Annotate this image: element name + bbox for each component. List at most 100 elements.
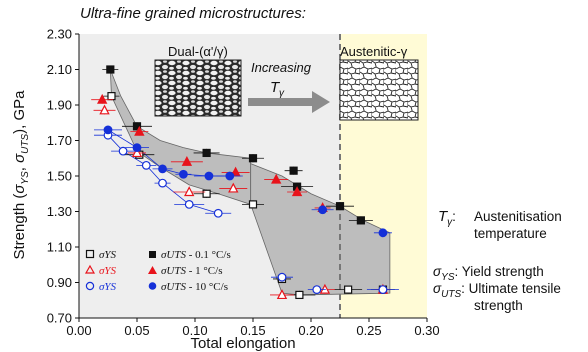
data-point-square-open — [334, 285, 363, 294]
x-tick-label: 0.20 — [298, 323, 323, 338]
data-point-circle-open — [154, 178, 171, 188]
data-point-circle-filled — [125, 143, 149, 153]
triangle-marker — [181, 156, 193, 166]
data-point-circle-open — [366, 285, 399, 295]
circle-marker — [213, 208, 223, 218]
x-axis-label: Total elongation — [190, 335, 295, 352]
data-point-triangle-open — [173, 186, 206, 197]
austenitic-micrograph — [339, 59, 419, 121]
increasing-temperature-annotation: Increasing T γ — [248, 60, 330, 113]
square-marker — [132, 122, 142, 131]
circle-marker — [141, 160, 151, 170]
x-tick-label: 0.05 — [124, 323, 149, 338]
circle-marker — [204, 171, 214, 181]
data-point-triangle-open — [270, 289, 294, 300]
data-point-square-open — [193, 189, 220, 198]
data-point-square-filled — [348, 216, 373, 225]
triangle-marker — [276, 289, 288, 300]
square-marker — [356, 216, 365, 225]
triangle-marker — [134, 125, 145, 136]
data-point-circle-filled — [94, 125, 122, 135]
legend-row-2: σYS σUTS - 1 °C/s — [84, 264, 223, 277]
data-point-triangle-open — [219, 182, 248, 193]
square-marker — [289, 166, 298, 175]
triangle-marker — [319, 283, 331, 294]
data-point-square-filled — [193, 148, 220, 158]
y-tick-label: 2.10 — [47, 62, 72, 77]
square-marker — [106, 65, 115, 74]
dual-phase-micrograph — [154, 59, 242, 117]
ys-note: σYS: Yield strength — [433, 264, 544, 283]
legend-square-open-marker — [85, 249, 95, 259]
y-tick-label: 0.70 — [47, 311, 72, 326]
circle-marker — [158, 164, 167, 174]
data-point-triangle-open — [93, 104, 116, 115]
y-tick-label: 1.10 — [47, 240, 72, 255]
data-point-square-filled — [284, 166, 303, 175]
increasing-label: Increasing — [251, 60, 312, 75]
triangle-marker — [291, 186, 303, 197]
dual-phase-region-label: Dual-(α'/γ) — [154, 44, 242, 117]
data-point-triangle-filled — [170, 156, 203, 166]
x-tick-label: 0.30 — [414, 323, 439, 338]
data-point-circle-filled — [373, 228, 392, 238]
data-point-triangle-filled — [264, 173, 289, 184]
square-marker — [107, 92, 116, 101]
x-tick-label: 0.25 — [356, 323, 381, 338]
x-tick-label: 0.15 — [240, 323, 265, 338]
legend-uts-label-1: σUTS - 0.1 °C/s — [161, 249, 231, 261]
circle-marker — [178, 169, 188, 179]
triangle-marker — [99, 104, 110, 115]
circle-marker — [132, 143, 142, 153]
legend-ys-label-1: σYS — [99, 249, 117, 261]
circle-marker — [318, 205, 328, 215]
legend-ys-label-3: σYS — [99, 281, 117, 293]
austenitic-region-label: Austenitic-γ — [339, 44, 419, 121]
square-marker — [248, 154, 258, 163]
circle-marker — [225, 171, 235, 181]
data-point-circle-open — [136, 160, 157, 170]
y-tick-label: 2.30 — [47, 27, 72, 42]
dual-phase-label: Dual-(α'/γ) — [168, 44, 228, 59]
x-tick-label: 0.10 — [182, 323, 207, 338]
austenitic-label: Austenitic-γ — [340, 44, 408, 59]
legend-triangle-filled-marker — [148, 266, 157, 274]
chart-title: Ultra-fine grained microstructures: — [80, 5, 306, 22]
data-point-circle-open — [174, 199, 205, 209]
y-tick-label: 1.50 — [47, 169, 72, 184]
square-marker — [295, 290, 304, 300]
legend-uts-label-2: σUTS - 1 °C/s — [161, 265, 223, 277]
circle-marker — [378, 228, 388, 238]
data-point-circle-open — [307, 285, 326, 295]
data-point-triangle-filled — [287, 186, 308, 197]
circle-marker — [277, 272, 287, 282]
data-point-triangle-filled — [130, 125, 149, 136]
square-marker — [202, 148, 211, 158]
data-point-circle-open — [205, 208, 232, 218]
circle-marker — [118, 146, 128, 156]
legend: σYS σUTS - 0.1 °C/s σYS σUTS - 1 °C/s σY… — [84, 249, 231, 293]
data-point-circle-open — [111, 146, 136, 156]
y-tick-label: 1.90 — [47, 98, 72, 113]
increasing-symbol: T — [270, 79, 281, 96]
legend-square-filled-marker — [149, 251, 156, 258]
square-marker — [335, 202, 345, 211]
square-marker — [344, 285, 353, 294]
triangle-marker — [228, 182, 239, 193]
data-point-circle-filled — [152, 164, 173, 174]
triangle-marker — [97, 93, 108, 104]
circle-marker — [103, 125, 113, 135]
y-tick-label: 1.70 — [47, 133, 72, 148]
y-tick-label: 0.90 — [47, 275, 72, 290]
legend-row-3: σYS σUTS - 10 °C/s — [85, 281, 228, 293]
legend-uts-label-3: σUTS - 10 °C/s — [161, 281, 228, 293]
data-point-square-filled — [242, 154, 264, 163]
legend-row-1: σYS σUTS - 0.1 °C/s — [85, 249, 231, 261]
data-point-square-filled — [122, 122, 152, 131]
square-marker — [202, 189, 211, 198]
data-point-circle-open — [271, 272, 293, 282]
triangle-marker — [131, 147, 143, 158]
legend-circle-filled-marker — [148, 282, 157, 290]
circle-marker — [184, 199, 194, 209]
